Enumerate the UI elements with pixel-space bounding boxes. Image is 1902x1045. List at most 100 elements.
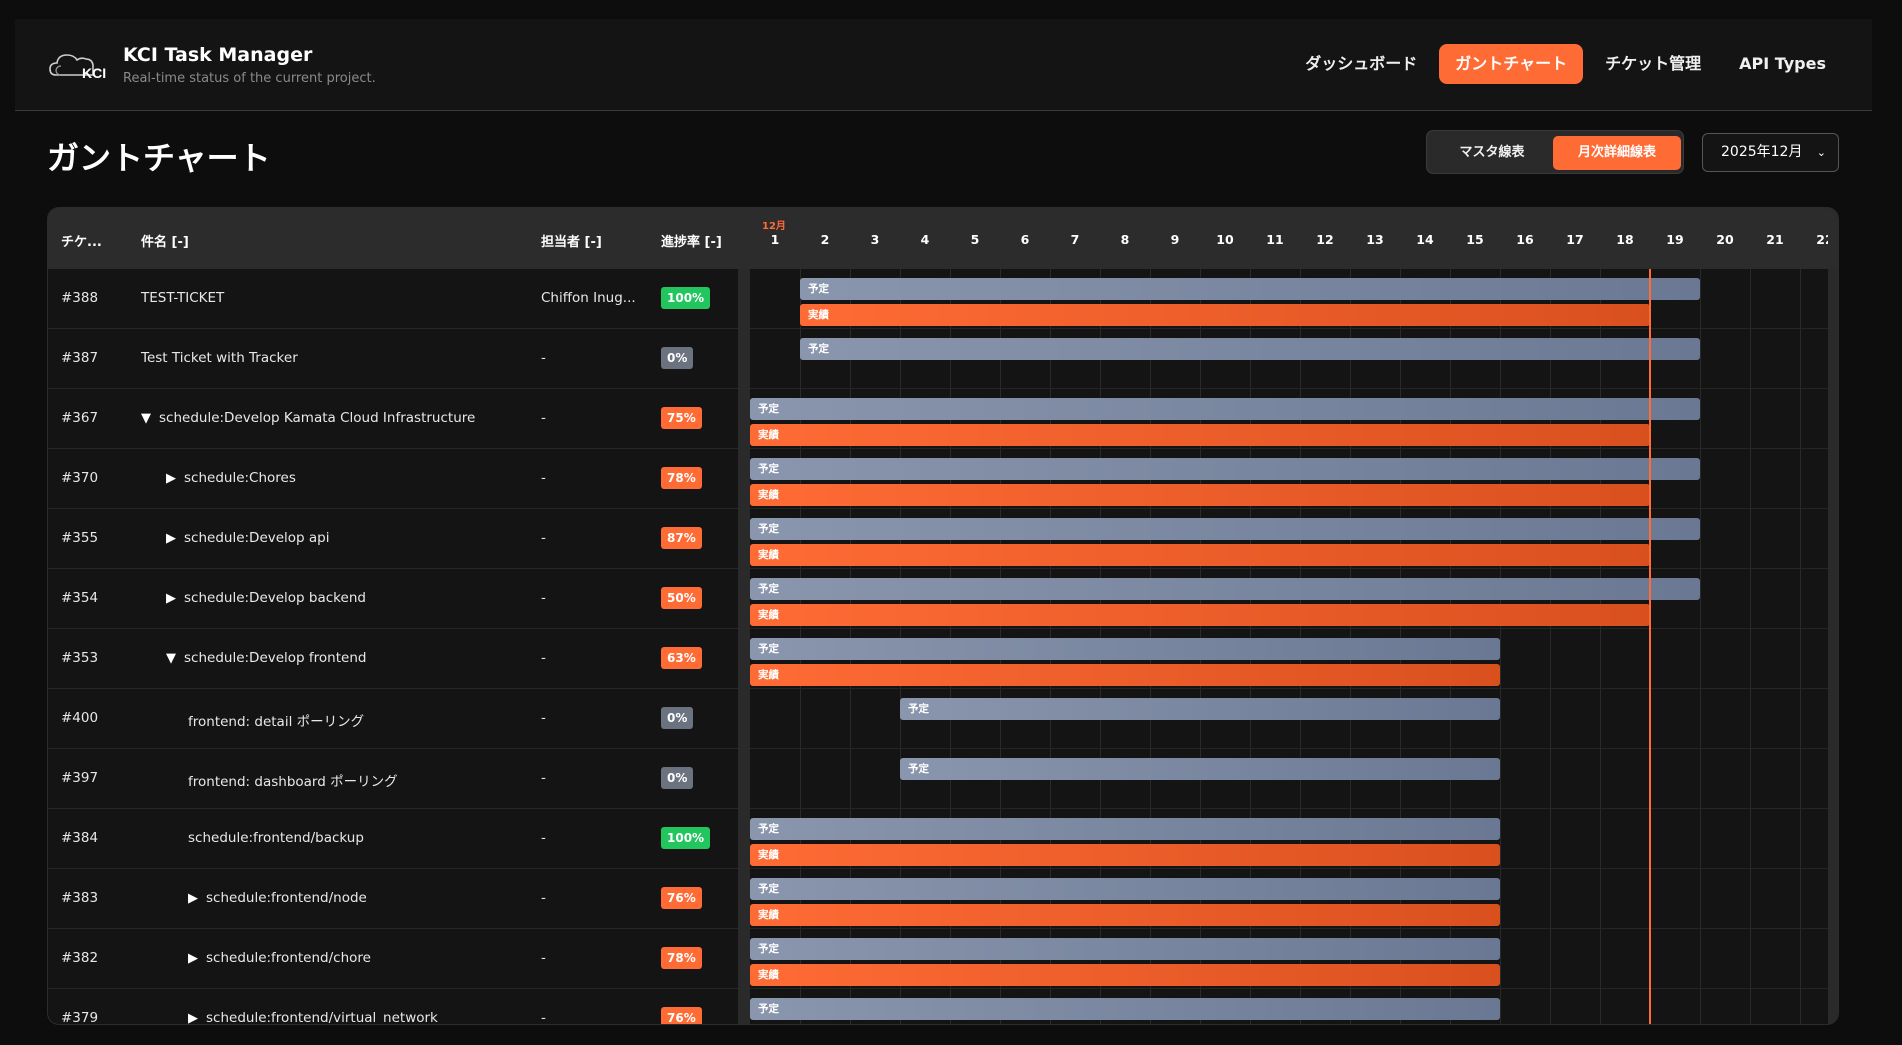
table-row[interactable]: #379 ▶ schedule:frontend/virtual_network - 7… [48, 989, 738, 1025]
ticket-id[interactable]: #397 [61, 770, 99, 786]
actual-bar[interactable]: 実績 [750, 904, 1500, 926]
task-name[interactable]: schedule:frontend/backup [188, 830, 364, 846]
column-divider[interactable] [738, 269, 750, 1024]
table-row[interactable]: #355 ▶ schedule:Develop api - 87% [48, 509, 738, 569]
ticket-id[interactable]: #384 [61, 830, 99, 846]
table-row[interactable]: #400 frontend: detail ポーリング - 0% [48, 689, 738, 749]
month-select[interactable]: 2025年12月 ⌄ [1702, 133, 1839, 172]
task-name[interactable]: TEST-TICKET [141, 290, 224, 306]
actual-bar[interactable]: 実績 [750, 964, 1500, 986]
collapse-icon[interactable]: ▼ [141, 411, 151, 426]
plan-bar[interactable]: 予定 [750, 638, 1500, 660]
table-row[interactable]: #383 ▶ schedule:frontend/node - 76% [48, 869, 738, 929]
expand-icon[interactable]: ▶ [188, 891, 198, 906]
actual-bar[interactable]: 実績 [750, 544, 1650, 566]
expand-icon[interactable]: ▶ [188, 1011, 198, 1025]
row-gridline [750, 388, 1828, 389]
actual-bar[interactable]: 実績 [750, 484, 1650, 506]
actual-bar[interactable]: 実績 [800, 304, 1650, 326]
ticket-id[interactable]: #379 [61, 1010, 99, 1025]
actual-bar[interactable]: 実績 [750, 844, 1500, 866]
task-name[interactable]: ▶ schedule:Develop api [166, 530, 330, 546]
assignee: - [541, 890, 546, 906]
table-row[interactable]: #387 Test Ticket with Tracker - 0% [48, 329, 738, 389]
collapse-icon[interactable]: ▼ [166, 651, 176, 666]
expand-icon[interactable]: ▶ [166, 471, 176, 486]
task-name[interactable]: Test Ticket with Tracker [141, 350, 298, 366]
plan-bar[interactable]: 予定 [900, 758, 1500, 780]
assignee: - [541, 410, 546, 426]
plan-bar[interactable]: 予定 [750, 578, 1700, 600]
view-toggle: マスタ線表 月次詳細線表 [1426, 130, 1684, 174]
expand-icon[interactable]: ▶ [188, 951, 198, 966]
ticket-id[interactable]: #383 [61, 890, 99, 906]
task-name-text: schedule:Develop frontend [184, 650, 367, 666]
master-schedule-button[interactable]: マスタ線表 [1459, 145, 1525, 160]
ticket-id[interactable]: #382 [61, 950, 99, 966]
expand-icon[interactable]: ▶ [166, 531, 176, 546]
plan-bar[interactable]: 予定 [750, 818, 1500, 840]
ticket-id[interactable]: #367 [61, 410, 99, 426]
vertical-scrollbar[interactable] [1828, 269, 1838, 1024]
column-header-assignee[interactable]: 担当者 [-] [541, 235, 602, 250]
task-name[interactable]: ▶ schedule:frontend/chore [188, 950, 371, 966]
actual-bar[interactable]: 実績 [750, 664, 1500, 686]
table-row[interactable]: #388 TEST-TICKET Chiffon Inug... 100% [48, 269, 738, 329]
nav-gantt-chart[interactable]: ガントチャート [1439, 44, 1584, 84]
plan-bar[interactable]: 予定 [750, 938, 1500, 960]
day-gridline [1750, 269, 1751, 1024]
nav-ticket-management[interactable]: チケット管理 [1605, 54, 1702, 73]
task-name-text: schedule:frontend/backup [188, 830, 364, 846]
column-header-progress[interactable]: 進捗率 [-] [661, 235, 722, 250]
day-label: 1 [770, 232, 780, 247]
task-name-text: frontend: dashboard ポーリング [188, 774, 398, 790]
plan-bar[interactable]: 予定 [800, 338, 1700, 360]
ticket-id[interactable]: #355 [61, 530, 99, 546]
table-row[interactable]: #397 frontend: dashboard ポーリング - 0% [48, 749, 738, 809]
ticket-id[interactable]: #370 [61, 470, 99, 486]
column-header-name[interactable]: 件名 [-] [141, 235, 189, 250]
nav-dashboard[interactable]: ダッシュボード [1305, 54, 1418, 73]
day-label: 19 [1666, 232, 1684, 247]
table-row[interactable]: #384 schedule:frontend/backup - 100% [48, 809, 738, 869]
task-name[interactable]: ▼ schedule:Develop Kamata Cloud Infrastru… [141, 410, 475, 426]
ticket-id[interactable]: #388 [61, 290, 99, 306]
plan-bar[interactable]: 予定 [800, 278, 1700, 300]
actual-bar[interactable]: 実績 [750, 604, 1650, 626]
table-row[interactable]: #353 ▼ schedule:Develop frontend - 63% [48, 629, 738, 689]
gantt-chart: チケ... 件名 [-] 担当者 [-] 進捗率 [-] #388 TEST-TI… [47, 207, 1839, 1025]
task-name[interactable]: frontend: dashboard ポーリング [188, 770, 398, 790]
plan-bar[interactable]: 予定 [750, 518, 1700, 540]
plan-bar[interactable]: 予定 [750, 398, 1700, 420]
progress-badge: 0% [661, 707, 694, 729]
table-row[interactable]: #354 ▶ schedule:Develop backend - 50% [48, 569, 738, 629]
day-label: 9 [1170, 232, 1180, 247]
plan-bar[interactable]: 予定 [750, 458, 1700, 480]
monthly-detail-button[interactable]: 月次詳細線表 [1553, 136, 1681, 170]
table-row[interactable]: #367 ▼ schedule:Develop Kamata Cloud Infra… [48, 389, 738, 449]
column-header-ticket[interactable]: チケ... [61, 235, 102, 250]
ticket-id[interactable]: #387 [61, 350, 99, 366]
nav-api-types[interactable]: API Types [1739, 54, 1826, 73]
table-row[interactable]: #382 ▶ schedule:frontend/chore - 78% [48, 929, 738, 989]
task-name[interactable]: ▶ schedule:frontend/node [188, 890, 367, 906]
expand-icon[interactable]: ▶ [166, 591, 176, 606]
ticket-id[interactable]: #353 [61, 650, 99, 666]
actual-bar[interactable]: 実績 [750, 424, 1650, 446]
task-name-text: schedule:Develop api [184, 530, 330, 546]
plan-bar[interactable]: 予定 [900, 698, 1500, 720]
task-name[interactable]: ▼ schedule:Develop frontend [166, 650, 366, 666]
task-name-text: TEST-TICKET [141, 290, 225, 306]
plan-bar[interactable]: 予定 [750, 998, 1500, 1020]
plan-bar[interactable]: 予定 [750, 878, 1500, 900]
ticket-id[interactable]: #400 [61, 710, 99, 726]
progress-badge: 78% [661, 467, 702, 489]
actual-bar[interactable]: 実績 [750, 1024, 1500, 1025]
month-label: 12月 [762, 221, 786, 232]
task-name[interactable]: frontend: detail ポーリング [188, 710, 364, 730]
table-row[interactable]: #370 ▶ schedule:Chores - 78% [48, 449, 738, 509]
ticket-id[interactable]: #354 [61, 590, 99, 606]
task-name[interactable]: ▶ schedule:Chores [166, 470, 296, 486]
task-name[interactable]: ▶ schedule:Develop backend [166, 590, 366, 606]
task-name[interactable]: ▶ schedule:frontend/virtual_network [188, 1010, 438, 1025]
